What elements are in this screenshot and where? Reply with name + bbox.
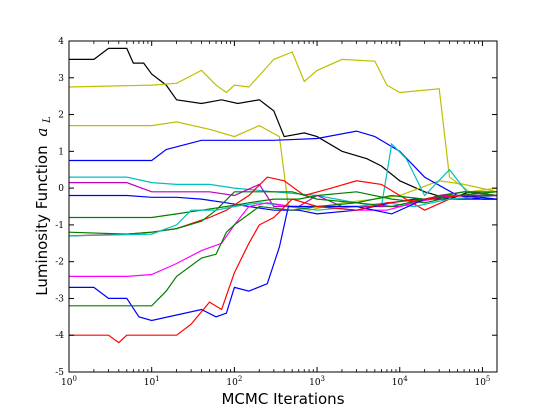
y-tick-label: -1 bbox=[55, 221, 64, 231]
y-tick-label: 3 bbox=[58, 74, 64, 84]
x-tick-label: 102 bbox=[226, 375, 242, 388]
y-tick-label: 0 bbox=[58, 184, 64, 194]
series-layer bbox=[69, 47, 497, 344]
series-line-2 bbox=[69, 51, 497, 193]
x-tick-label: 105 bbox=[474, 375, 490, 388]
y-axis-label-subscript: L bbox=[42, 116, 53, 124]
series-line-15 bbox=[69, 194, 497, 344]
x-tick-label: 101 bbox=[144, 375, 160, 388]
y-axis-label-text: Luminosity Function bbox=[33, 145, 51, 295]
x-tick-label: 100 bbox=[61, 375, 77, 388]
tick-layer: -5 -4 -3 -2 -1 0 1 2 3 4 100 101 102 103 104 105 bbox=[55, 37, 497, 388]
series-line-12 bbox=[69, 194, 497, 277]
y-axis-label-symbol: a bbox=[33, 128, 51, 137]
y-axis-label: Luminosity Function a L bbox=[33, 116, 53, 296]
x-axis-label: MCMC Iterations bbox=[221, 390, 344, 408]
series-line-13 bbox=[69, 194, 497, 322]
plot-area-frame bbox=[68, 40, 498, 373]
x-tick-label: 103 bbox=[309, 375, 325, 388]
y-tick-label: 1 bbox=[58, 147, 64, 157]
y-tick-label: 4 bbox=[58, 37, 64, 47]
y-tick-label: -4 bbox=[55, 331, 64, 341]
x-tick-label: 104 bbox=[392, 375, 408, 388]
series-line-14 bbox=[69, 191, 497, 307]
series-line-4 bbox=[69, 130, 497, 200]
y-tick-label: -5 bbox=[55, 368, 64, 378]
y-tick-label: -3 bbox=[55, 294, 64, 304]
y-tick-label: 2 bbox=[58, 111, 64, 121]
series-line-1 bbox=[69, 47, 497, 200]
series-line-5 bbox=[69, 142, 497, 208]
y-tick-label: -2 bbox=[55, 258, 64, 268]
series-line-3 bbox=[69, 121, 497, 211]
